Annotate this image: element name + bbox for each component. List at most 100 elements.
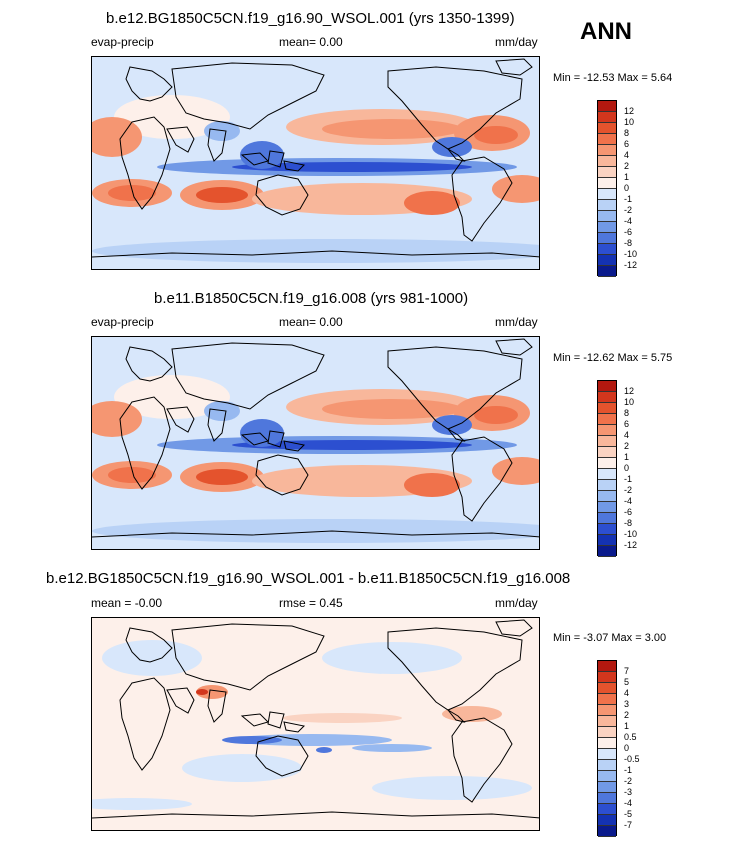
colorbar-tick-label: 6 (624, 419, 630, 429)
panel-middle-map (91, 336, 540, 550)
colorbar-swatch (598, 233, 616, 244)
colorbar-tick-label: 12 (624, 386, 635, 396)
colorbar-swatch (598, 760, 616, 771)
colorbar-tick-label: 4 (624, 688, 630, 698)
panel-top-units: mm/day (495, 35, 538, 49)
colorbar-swatch (598, 705, 616, 716)
colorbar-swatch (598, 145, 616, 156)
colorbar-tick-label: 8 (624, 408, 630, 418)
colorbar-swatch (598, 727, 616, 738)
colorbar-swatch (598, 266, 616, 277)
colorbar-swatch (598, 782, 616, 793)
colorbar-swatch (598, 200, 616, 211)
colorbar-frame (597, 660, 617, 837)
panel-top-colorbar: 12 10 8 6 4 2 1 0 -1 -2 -4 -6 -8 -10 -12 (597, 100, 637, 277)
colorbar-swatch (598, 491, 616, 502)
colorbar-tick-label: -2 (624, 485, 633, 495)
colorbar-swatch (598, 524, 616, 535)
panel-bottom-rmse: rmse = 0.45 (279, 596, 343, 610)
colorbar-swatch (598, 436, 616, 447)
colorbar-swatch (598, 211, 616, 222)
colorbar-swatch (598, 815, 616, 826)
colorbar-tick-label: -2 (624, 776, 633, 786)
colorbar-swatch (598, 672, 616, 683)
colorbar-tick-label: -8 (624, 238, 633, 248)
colorbar-tick-label: 7 (624, 666, 630, 676)
colorbar-tick-label: -4 (624, 216, 633, 226)
colorbar-swatch (598, 123, 616, 134)
panel-bottom-colorbar: 7 5 4 3 2 1 0.5 0 -0.5 -1 -2 -3 -4 -5 -7 (597, 660, 640, 837)
colorbar-swatch (598, 804, 616, 815)
panel-middle-left-label: evap-precip (91, 315, 154, 329)
colorbar-tick-label: -0.5 (624, 754, 640, 764)
panel-top-map (91, 56, 540, 270)
colorbar-tick-label: -6 (624, 507, 633, 517)
panel-bottom-map (91, 617, 540, 831)
colorbar-swatch (598, 414, 616, 425)
colorbar-swatch (598, 458, 616, 469)
panel-middle-minmax: Min = -12.62 Max = 5.75 (553, 352, 673, 364)
colorbar-tick-label: 2 (624, 161, 630, 171)
colorbar-swatch (598, 683, 616, 694)
colorbar-tick-label: -6 (624, 227, 633, 237)
colorbar-tick-label: 2 (624, 710, 630, 720)
colorbar-swatch (598, 749, 616, 760)
colorbar-swatch (598, 513, 616, 524)
panel-top-title: b.e12.BG1850C5CN.f19_g16.90_WSOL.001 (yr… (106, 10, 515, 27)
colorbar-swatch (598, 392, 616, 403)
colorbar-swatch (598, 178, 616, 189)
colorbar-tick-label: 0.5 (624, 732, 637, 742)
colorbar-tick-label: 4 (624, 430, 630, 440)
colorbar-swatch (598, 167, 616, 178)
colorbar-tick-label: -12 (624, 260, 638, 270)
colorbar-swatch (598, 826, 616, 837)
colorbar-swatch (598, 244, 616, 255)
panel-top-mean: mean= 0.00 (279, 35, 343, 49)
panel-middle-colorbar: 12 10 8 6 4 2 1 0 -1 -2 -4 -6 -8 -10 -12 (597, 380, 637, 557)
colorbar-swatch (598, 469, 616, 480)
colorbar-tick-label: -10 (624, 529, 638, 539)
colorbar-tick-label: 8 (624, 128, 630, 138)
panel-middle-mean: mean= 0.00 (279, 315, 343, 329)
colorbar-swatch (598, 716, 616, 727)
colorbar-swatch (598, 134, 616, 145)
colorbar-tick-label: 0 (624, 463, 630, 473)
colorbar-swatch (598, 222, 616, 233)
colorbar-tick-label: 6 (624, 139, 630, 149)
colorbar-tick-label: -10 (624, 249, 638, 259)
colorbar-tick-label: -12 (624, 540, 638, 550)
panel-middle-units: mm/day (495, 315, 538, 329)
colorbar-tick-label: -8 (624, 518, 633, 528)
colorbar-frame (597, 100, 617, 277)
colorbar-swatch (598, 381, 616, 392)
colorbar-swatch (598, 255, 616, 266)
panel-bottom-title: b.e12.BG1850C5CN.f19_g16.90_WSOL.001 - b… (46, 570, 571, 587)
colorbar-tick-label: -2 (624, 205, 633, 215)
colorbar-tick-label: 1 (624, 172, 630, 182)
colorbar-tick-label: -1 (624, 474, 633, 484)
colorbar-tick-label: -3 (624, 787, 633, 797)
colorbar-tick-label: -4 (624, 798, 633, 808)
colorbar-tick-label: -7 (624, 820, 633, 830)
season-label: ANN (580, 18, 632, 45)
colorbar-swatch (598, 535, 616, 546)
colorbar-tick-label: 1 (624, 452, 630, 462)
colorbar-tick-label: 12 (624, 106, 635, 116)
colorbar-swatch (598, 502, 616, 513)
panel-middle-title: b.e11.B1850C5CN.f19_g16.008 (yrs 981-100… (154, 290, 469, 307)
colorbar-swatch (598, 793, 616, 804)
colorbar-tick-label: -1 (624, 194, 633, 204)
panel-bottom-minmax: Min = -3.07 Max = 3.00 (553, 632, 667, 644)
colorbar-tick-label: 10 (624, 397, 635, 407)
colorbar-tick-label: 1 (624, 721, 630, 731)
colorbar-tick-label: -4 (624, 496, 633, 506)
panel-bottom-units: mm/day (495, 596, 538, 610)
colorbar-tick-label: 2 (624, 441, 630, 451)
colorbar-tick-label: -5 (624, 809, 633, 819)
panel-bottom-mean: mean = -0.00 (91, 596, 163, 610)
colorbar-tick-label: 0 (624, 183, 630, 193)
colorbar-swatch (598, 546, 616, 557)
colorbar-swatch (598, 189, 616, 200)
colorbar-tick-label: 3 (624, 699, 630, 709)
colorbar-tick-label: 5 (624, 677, 630, 687)
